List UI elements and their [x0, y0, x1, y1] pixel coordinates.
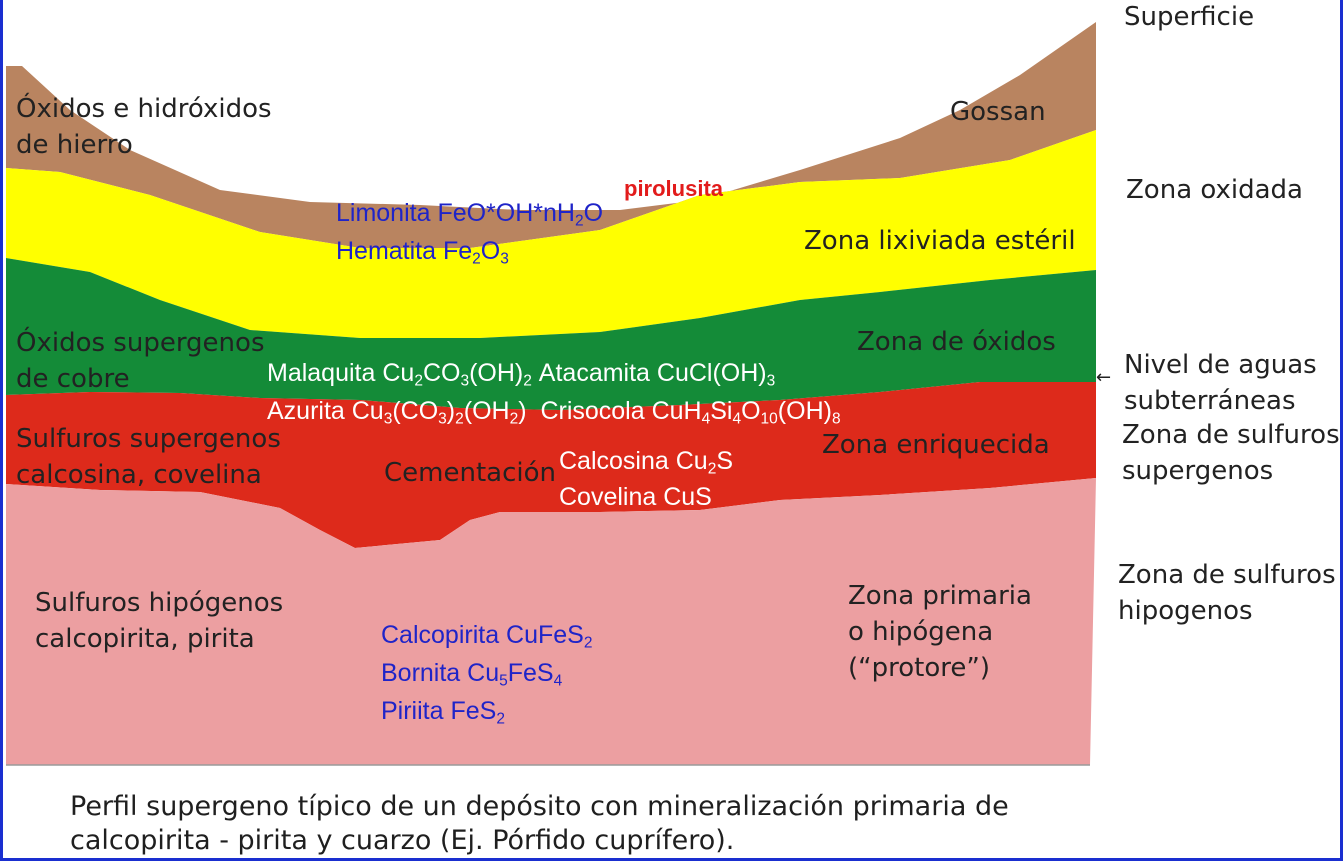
water-table-arrow-icon: ←	[1096, 367, 1112, 388]
oxides-left-label-1: Óxidos supergenos	[16, 328, 265, 358]
enriched-zone-layer	[6, 382, 1096, 548]
bornita-formula: Bornita Cu5FeS4	[381, 659, 563, 690]
caption-line-2: calcopirita - pirita y cuarzo (Ej. Pórfi…	[70, 825, 735, 856]
hypogene-sulfides-side-label-2: hipogenos	[1118, 596, 1253, 626]
calcosina-formula: Calcosina Cu2S	[559, 447, 733, 478]
gossan-left-label-1: Óxidos e hidróxidos	[16, 94, 272, 124]
oxides-zone-layer	[6, 258, 1096, 410]
primary-left-label-2: calcopirita, pirita	[35, 624, 255, 654]
malaquita-atacamita-formula: Malaquita Cu2CO3(OH)2 Atacamita CuCl(OH)…	[267, 359, 776, 390]
oxides-left-label-2: de cobre	[16, 364, 130, 394]
hypogene-sulfides-side-label-1: Zona de sulfuros	[1118, 560, 1336, 590]
primary-zone-layer	[6, 478, 1096, 765]
piriita-formula: Piriita FeS2	[381, 697, 505, 728]
surface-label: Superficie	[1124, 2, 1255, 32]
water-table-label-2: subterráneas	[1124, 386, 1296, 416]
calcopirita-formula: Calcopirita CuFeS2	[381, 621, 593, 652]
primary-right-label-1: Zona primaria	[848, 581, 1032, 611]
enriched-left-label-2: calcosina, covelina	[16, 460, 262, 490]
primary-left-label-1: Sulfuros hipógenos	[35, 588, 284, 618]
pirolusita-label: pirolusita	[624, 176, 724, 201]
covelina-formula: Covelina CuS	[559, 483, 712, 511]
supergene-sulfides-side-label-2: supergenos	[1122, 456, 1274, 486]
gossan-left-label-2: de hierro	[16, 130, 133, 160]
primary-right-label-2: o hipógena	[848, 617, 994, 647]
caption-line-1: Perfil supergeno típico de un depósito c…	[70, 791, 1009, 822]
supergene-sulfides-side-label-1: Zona de sulfuros	[1122, 420, 1340, 450]
cementacion-label: Cementación	[384, 458, 556, 488]
limonita-formula: Limonita FeO*OH*nH2O	[336, 199, 604, 230]
oxidized-zone-side-label: Zona oxidada	[1126, 175, 1303, 205]
enriched-left-label-1: Sulfuros supergenos	[16, 424, 281, 454]
hematita-formula: Hematita Fe2O3	[336, 237, 509, 268]
enriched-zone-label: Zona enriquecida	[822, 430, 1050, 460]
gossan-right-label: Gossan	[950, 97, 1046, 127]
azurita-crisocola-formula: Azurita Cu3(CO3)2(OH2) Crisocola CuH4Si4…	[267, 397, 841, 428]
water-table-label-1: Nivel de aguas	[1124, 350, 1317, 380]
primary-right-label-3: (“protore”)	[848, 653, 990, 683]
leached-zone-label: Zona lixiviada estéril	[804, 226, 1076, 256]
oxides-zone-label: Zona de óxidos	[857, 327, 1056, 357]
leached-zone-layer	[6, 130, 1096, 338]
